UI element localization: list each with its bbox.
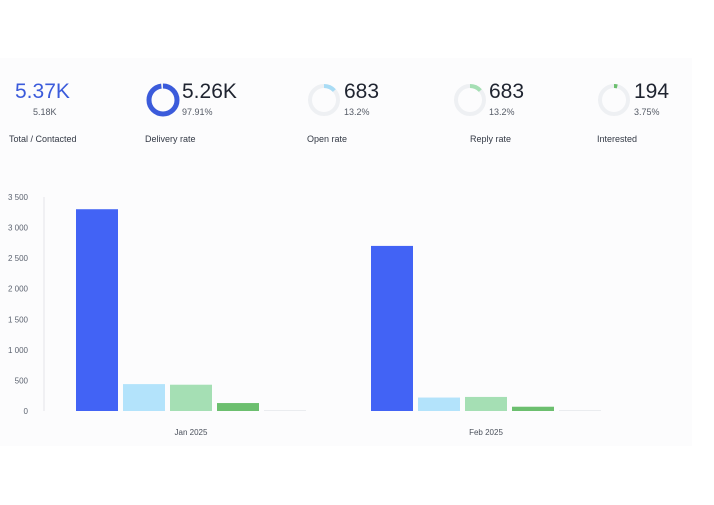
x-tick-label: Feb 2025 <box>469 428 503 437</box>
bar-chart: 3 500 3 000 2 500 2 000 1 500 1 000 500 0 Jan 2… <box>8 193 601 437</box>
bars <box>76 209 601 411</box>
reply-rate-ring <box>454 84 486 116</box>
stat-total-value: 5.37K <box>15 80 70 103</box>
y-tick-label: 3 000 <box>8 224 29 233</box>
interested-ring-fill <box>598 84 630 116</box>
stat-interested: 194 3.75% <box>634 80 669 117</box>
bar <box>264 410 306 411</box>
bar <box>559 410 601 411</box>
stat-delivery-caption: Delivery rate <box>145 134 196 144</box>
stat-open-caption: Open rate <box>307 134 348 144</box>
bar <box>76 209 118 411</box>
interested-ring <box>598 84 630 116</box>
bar <box>418 397 460 411</box>
stat-interested-value: 194 <box>634 80 670 103</box>
stat-interested-caption: Interested <box>597 134 638 144</box>
stat-interested-sub: 3.75% <box>634 107 660 117</box>
stat-reply-value: 683 <box>489 80 525 103</box>
y-axis: 3 500 3 000 2 500 2 000 1 500 1 000 500 0 <box>8 193 29 416</box>
stat-delivery-value: 5.26K <box>182 80 237 103</box>
stat-open-value: 683 <box>344 80 380 103</box>
bar <box>465 396 507 411</box>
y-tick-label: 1 500 <box>8 315 29 324</box>
x-tick-label: Jan 2025 <box>175 428 208 437</box>
stat-total: 5.37K 5.18K <box>15 80 70 117</box>
open-rate-ring-fill <box>308 84 340 116</box>
bar <box>512 406 554 411</box>
bar <box>217 403 259 411</box>
open-rate-ring <box>308 84 340 116</box>
bar <box>371 245 413 411</box>
y-tick-label: 3 500 <box>8 193 29 202</box>
y-tick-label: 1 000 <box>8 346 29 355</box>
stat-delivery-sub: 97.91% <box>182 107 213 117</box>
stat-delivery: 5.26K 97.91% <box>182 80 237 117</box>
bar <box>123 384 165 411</box>
y-tick-label: 500 <box>15 376 29 385</box>
stat-reply: 683 13.2% <box>489 80 524 117</box>
stat-open-sub: 13.2% <box>344 107 370 117</box>
x-axis-labels: Jan 2025 Feb 2025 <box>175 428 504 437</box>
y-tick-label: 0 <box>24 407 29 416</box>
stat-open: 683 13.2% <box>344 80 379 117</box>
stat-reply-caption: Reply rate <box>470 134 512 144</box>
y-tick-label: 2 000 <box>8 285 29 294</box>
y-tick-label: 2 500 <box>8 254 29 263</box>
stat-total-caption: Total / Contacted <box>9 134 77 144</box>
bar <box>170 384 212 411</box>
stat-total-sub: 5.18K <box>33 107 57 117</box>
delivery-rate-ring-fill <box>146 83 180 117</box>
delivery-rate-ring <box>146 83 180 117</box>
stat-reply-sub: 13.2% <box>489 107 515 117</box>
reply-rate-ring-fill <box>454 84 486 116</box>
